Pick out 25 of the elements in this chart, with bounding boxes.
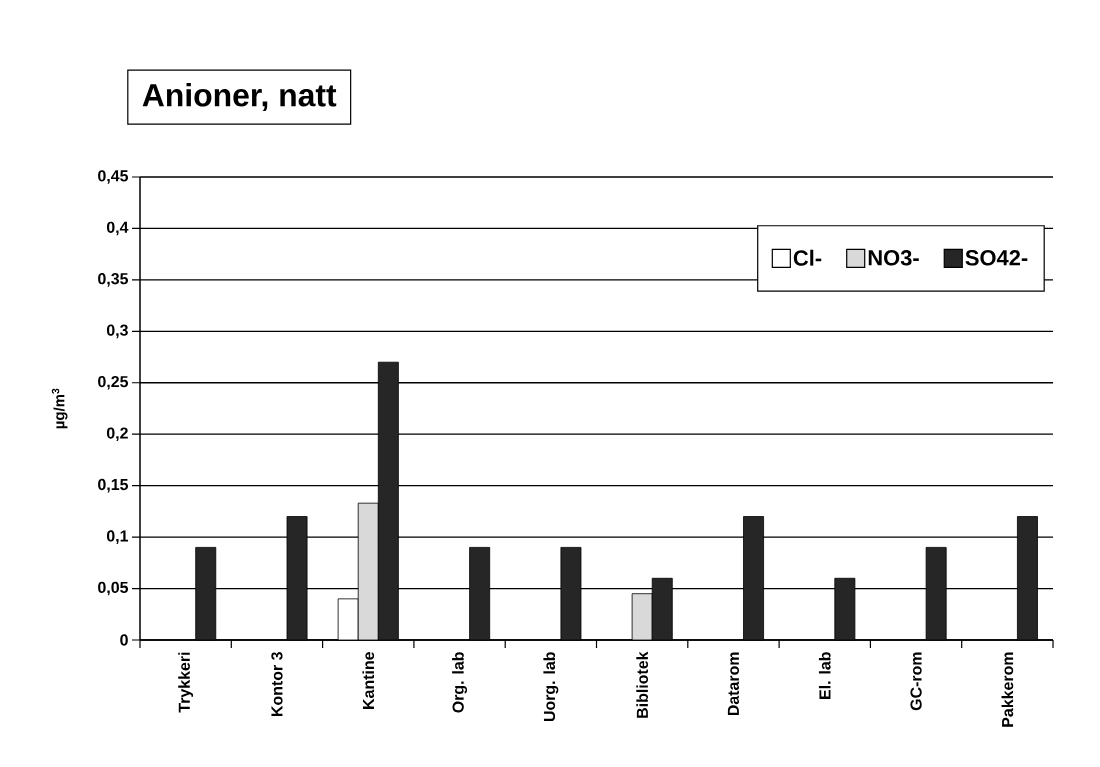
- y-tick-label: 0,05: [98, 581, 129, 596]
- x-tick-label: Kantine: [362, 652, 375, 709]
- x-tick-label: Datarom: [727, 652, 740, 716]
- y-tick-label: 0,3: [106, 324, 128, 339]
- y-tick-label: 0,45: [98, 170, 129, 184]
- x-tick-label: Uorg. lab: [543, 652, 559, 722]
- y-tick-label: 0,1: [106, 530, 129, 544]
- y-tick-label: 0: [120, 634, 128, 646]
- x-tick-label: Kontor 3: [271, 652, 283, 716]
- x-tick-label: Pakkerom: [1001, 652, 1014, 727]
- y-tick-label: 0,4: [106, 221, 129, 236]
- x-tick-label: GC-rom: [910, 652, 922, 711]
- y-tick-label: 0,25: [98, 375, 129, 390]
- y-axis-title: µg/m$^{3}$: [51, 388, 68, 429]
- y-tick-label: 0,15: [98, 478, 129, 493]
- legend-label: Cl-: [793, 249, 822, 266]
- y-tick-label: 0,2: [106, 427, 128, 442]
- x-tick-label: El. lab: [818, 652, 831, 699]
- y-tick-label: 0,35: [98, 273, 129, 287]
- x-tick-label: Org. lab: [452, 652, 468, 713]
- legend-label: SO42-: [965, 250, 1028, 266]
- chart-title: Anioner, natt: [142, 83, 337, 112]
- x-tick-label: Bibliotek: [636, 651, 649, 718]
- legend-label: NO3-: [868, 250, 919, 266]
- x-tick-label: Trykkeri: [178, 652, 194, 713]
